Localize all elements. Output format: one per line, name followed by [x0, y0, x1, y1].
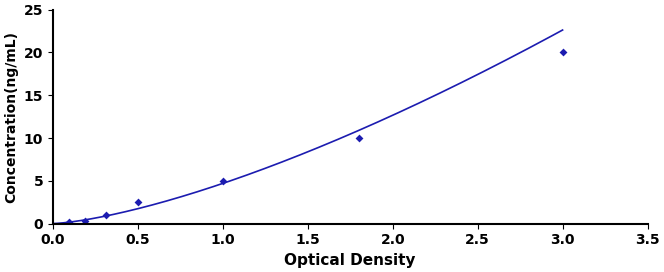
Point [80, 219, 90, 223]
Point [101, 213, 112, 217]
Point [218, 179, 228, 183]
Point [133, 200, 143, 204]
Point [557, 50, 568, 55]
Point [64, 220, 74, 224]
Point [353, 136, 364, 140]
X-axis label: Optical Density: Optical Density [284, 253, 416, 268]
Y-axis label: Concentration(ng/mL): Concentration(ng/mL) [4, 31, 18, 203]
